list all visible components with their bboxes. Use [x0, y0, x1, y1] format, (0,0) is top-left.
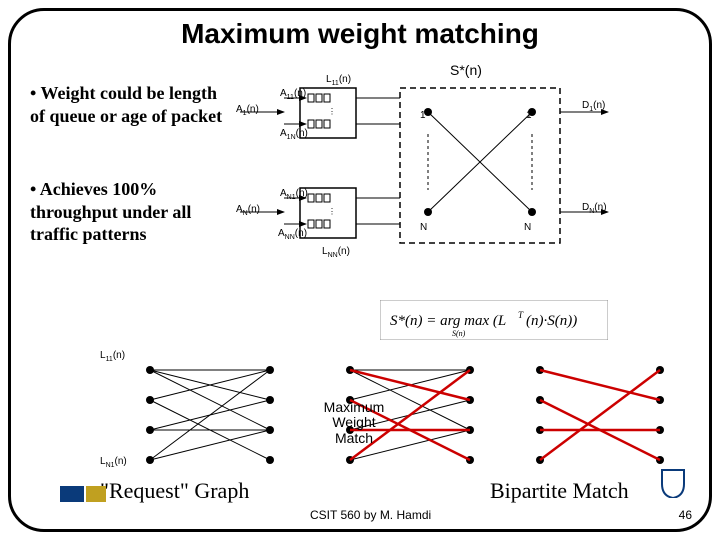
bullet-1: • Weight could be length of queue or age… — [30, 82, 230, 127]
request-graph — [130, 355, 290, 475]
a1-label: A1(n) — [236, 104, 259, 117]
aN-label: AN(n) — [236, 204, 260, 217]
request-graph-label: "Request" Graph — [100, 478, 249, 504]
lgN1: LN1(n) — [100, 456, 127, 469]
lg11: L11(n) — [100, 350, 125, 363]
dept-logo-icon — [60, 478, 108, 508]
svg-text:S*(n) = arg max (L: S*(n) = arg max (L — [390, 313, 506, 329]
bullet-2: • Achieves 100% throughput under all tra… — [30, 178, 230, 246]
l11-label: L11(n) — [326, 74, 351, 87]
sstar-label: S*(n) — [450, 62, 482, 78]
port1L: 1 — [420, 110, 426, 121]
aN1-label: AN1(n) — [280, 188, 308, 201]
footer: CSIT 560 by M. Hamdi — [310, 508, 431, 522]
equation: S*(n) = arg max (L T (n)·S(n)) S(n) — [380, 300, 608, 340]
bipartite-label: Bipartite Match — [490, 478, 629, 504]
mwm-label: MaximumWeight Match — [314, 400, 394, 446]
slide-title: Maximum weight matching — [0, 18, 720, 50]
dN-label: DN(n) — [582, 202, 607, 215]
d1-label: D1(n) — [582, 100, 605, 113]
svg-text:S(n): S(n) — [452, 329, 466, 338]
port1R: 1 — [526, 110, 532, 121]
lNN-label: LNN(n) — [322, 246, 350, 259]
svg-text:⋮: ⋮ — [328, 207, 336, 216]
page-number: 46 — [679, 508, 692, 522]
a1N-label: A1N(n) — [280, 128, 308, 141]
shield-logo-icon — [660, 468, 686, 498]
portNR: N — [524, 222, 531, 233]
bipartite-graph — [520, 355, 680, 475]
svg-text:⋮: ⋮ — [328, 107, 336, 116]
portNL: N — [420, 222, 427, 233]
svg-text:(n)·S(n)): (n)·S(n)) — [526, 313, 577, 329]
aNN-label: ANN(n) — [278, 228, 307, 241]
a11-label: A11(n) — [280, 88, 306, 101]
